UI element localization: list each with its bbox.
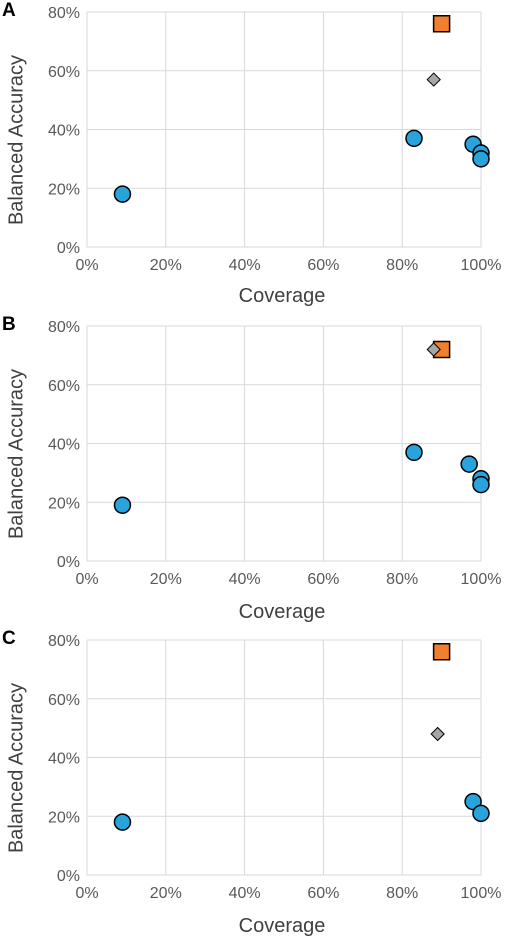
y-tick-label: 0% <box>57 554 80 571</box>
x-tick-label: 100% <box>461 571 502 588</box>
y-tick-label: 0% <box>57 868 80 885</box>
y-tick-label: 20% <box>48 495 80 512</box>
circle-point <box>472 150 490 168</box>
y-tick-label: 80% <box>48 319 80 336</box>
circle-point <box>113 185 132 203</box>
x-tick-label: 40% <box>229 885 261 902</box>
panel-letter: A <box>2 0 16 21</box>
circle-point <box>405 443 423 462</box>
chart-panel-b: B 0% 20% 40% 60% 80% 100% 0% 20% 40% 60% 80% Balan… <box>0 314 505 628</box>
x-tick-label: 0% <box>75 571 98 588</box>
circle-point <box>113 813 132 831</box>
chart-panel-c: C 0% 20% 40% 60% 80% 100% 0% 20% 40% 60% 80% Balan… <box>0 628 505 942</box>
panel-letter: C <box>2 628 16 649</box>
x-axis-label: Coverage <box>238 915 326 937</box>
y-axis-label: Balanced Accuracy <box>5 682 28 854</box>
scatter-plot-b: 0% 20% 40% 60% 80% 100% 0% 20% 40% 60% 80% <box>48 319 502 588</box>
diamond-point <box>430 726 445 742</box>
x-tick-label: 80% <box>386 257 418 274</box>
diamond-point <box>426 72 441 87</box>
chart-panel-a: A 0% 20% 40% 60% 80% 100% 0% 20% 40% 60% 80% Balan… <box>0 0 505 314</box>
x-tick-label: 80% <box>386 571 418 588</box>
circle-point <box>472 804 490 823</box>
square-point <box>432 643 451 661</box>
x-tick-label: 60% <box>307 571 339 588</box>
x-tick-label: 40% <box>229 257 261 274</box>
y-axis-label: Balanced Accuracy <box>5 368 28 540</box>
y-tick-label: 20% <box>48 809 80 826</box>
panel-letter: B <box>2 314 16 335</box>
circle-point <box>460 455 478 473</box>
y-axis-label: Balanced Accuracy <box>5 54 28 226</box>
x-axis-label: Coverage <box>238 285 326 307</box>
x-tick-label: 100% <box>461 257 502 274</box>
y-tick-label: 40% <box>48 751 80 768</box>
y-tick-label: 20% <box>48 181 80 198</box>
square-point <box>432 15 451 33</box>
x-tick-label: 80% <box>386 885 418 902</box>
scatter-plot-a: 0% 20% 40% 60% 80% 100% 0% 20% 40% 60% 80% <box>48 5 502 274</box>
x-tick-label: 40% <box>229 571 261 588</box>
x-tick-label: 0% <box>75 885 98 902</box>
scatter-plot-c: 0% 20% 40% 60% 80% 100% 0% 20% 40% 60% 80% <box>48 633 502 902</box>
x-tick-label: 20% <box>150 257 182 274</box>
x-tick-label: 60% <box>307 885 339 902</box>
y-tick-label: 60% <box>48 378 80 395</box>
diamond-point <box>426 342 441 357</box>
x-tick-label: 20% <box>150 571 182 588</box>
y-tick-label: 80% <box>48 5 80 22</box>
y-tick-label: 0% <box>57 240 80 257</box>
circle-point <box>405 129 423 148</box>
x-tick-label: 100% <box>461 885 502 902</box>
circle-point <box>472 475 490 494</box>
y-tick-label: 40% <box>48 123 80 140</box>
x-tick-label: 0% <box>75 257 98 274</box>
y-tick-label: 40% <box>48 437 80 454</box>
y-tick-label: 60% <box>48 692 80 709</box>
x-tick-label: 60% <box>307 257 339 274</box>
x-tick-label: 20% <box>150 885 182 902</box>
x-axis-label: Coverage <box>238 601 326 623</box>
y-tick-label: 60% <box>48 64 80 81</box>
circle-point <box>113 496 132 514</box>
y-tick-label: 80% <box>48 633 80 650</box>
